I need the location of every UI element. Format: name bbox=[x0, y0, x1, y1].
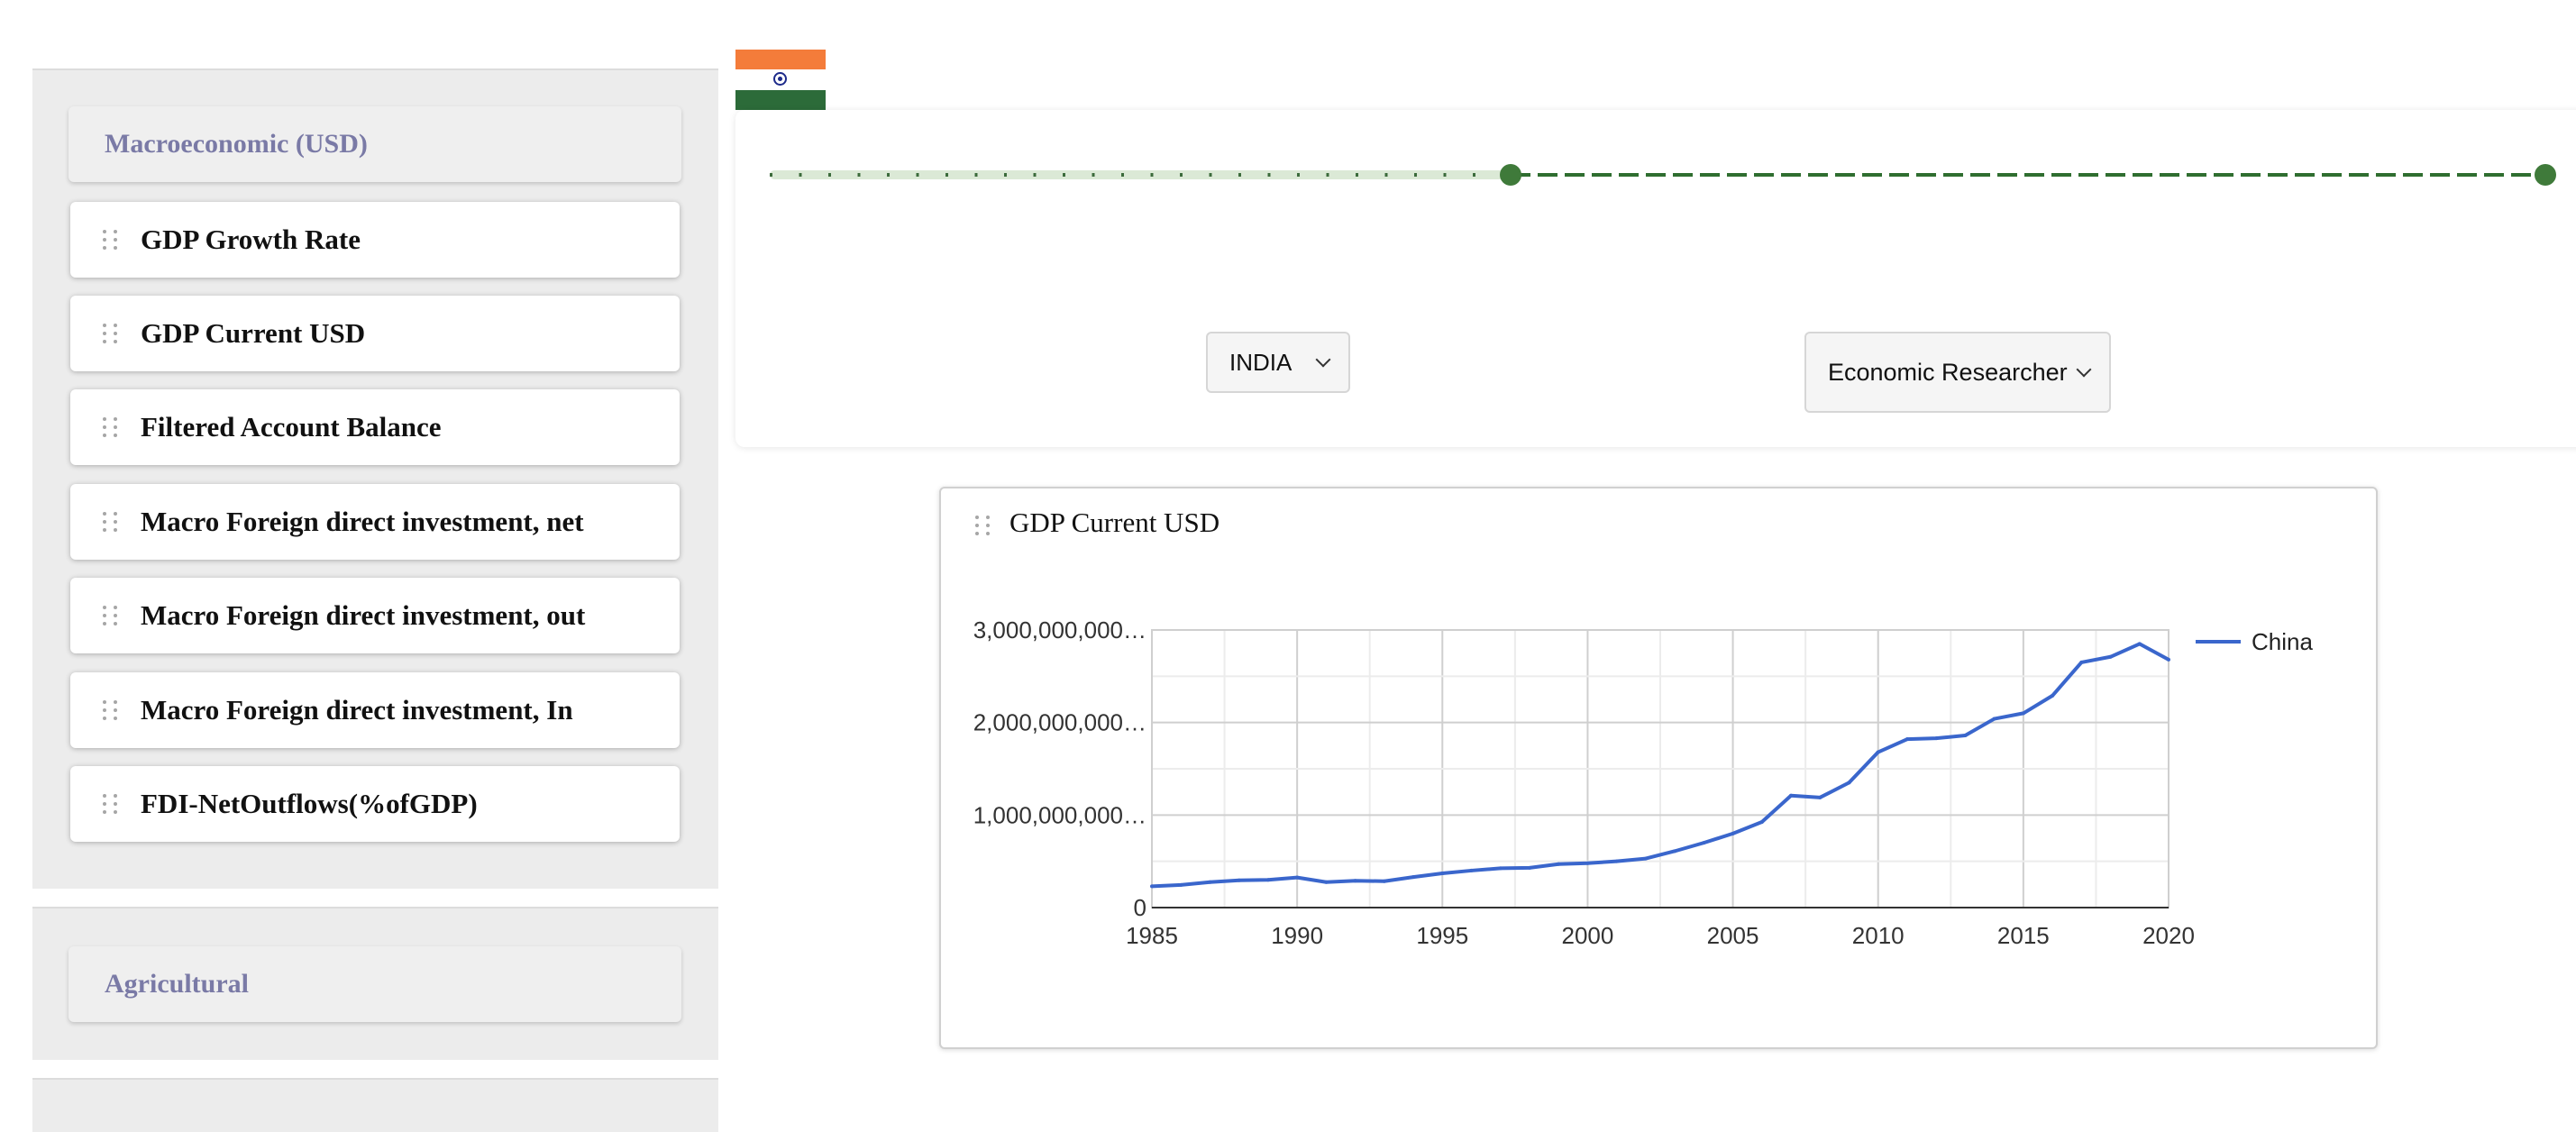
data-point bbox=[1731, 831, 1735, 835]
sidebar-section-next bbox=[32, 1078, 718, 1132]
data-point bbox=[1295, 875, 1300, 880]
data-point bbox=[1963, 734, 1968, 738]
drag-handle-icon[interactable] bbox=[103, 794, 117, 814]
gdp-line-chart: 0 1,000,000,000… 2,000,000,000… 3,000,000,0… bbox=[973, 616, 2314, 949]
data-point bbox=[1527, 865, 1531, 870]
data-point bbox=[2079, 660, 2084, 664]
data-point bbox=[1557, 862, 1561, 866]
data-point bbox=[1440, 872, 1445, 876]
data-point bbox=[1702, 841, 1706, 845]
data-point bbox=[1208, 880, 1212, 884]
metric-item-filtered-account-balance[interactable]: Filtered Account Balance bbox=[70, 389, 680, 465]
drag-handle-icon[interactable] bbox=[103, 230, 117, 250]
section-header-agricultural[interactable]: Agricultural bbox=[69, 946, 681, 1022]
drag-handle-icon[interactable] bbox=[103, 700, 117, 720]
data-point bbox=[1818, 795, 1822, 799]
x-tick-label: 2010 bbox=[1852, 922, 1905, 949]
chart-card-gdp-current-usd: GDP Current USD 0 1,000,000,000… 2,000,000… bbox=[939, 487, 2378, 1049]
drag-handle-icon[interactable] bbox=[103, 512, 117, 532]
data-point bbox=[2051, 693, 2055, 698]
metric-item-fdi-net[interactable]: Macro Foreign direct investment, net bbox=[70, 484, 680, 560]
x-tick-label: 2000 bbox=[1562, 922, 1614, 949]
data-point bbox=[1614, 859, 1619, 863]
metric-item-fdi-out[interactable]: Macro Foreign direct investment, out bbox=[70, 578, 680, 653]
metric-item-fdi-net-outflows-pct-gdp[interactable]: FDI-NetOutflows(%ofGDP) bbox=[70, 766, 680, 842]
section-header-macroeconomic[interactable]: Macroeconomic (USD) bbox=[69, 106, 681, 182]
drag-handle-icon[interactable] bbox=[975, 516, 990, 535]
data-point bbox=[1643, 856, 1648, 861]
data-point bbox=[1237, 878, 1241, 882]
data-point bbox=[2021, 711, 2025, 716]
data-point bbox=[2137, 642, 2142, 646]
y-tick-label: 3,000,000,000… bbox=[973, 616, 1146, 644]
metric-item-label: FDI-NetOutflows(%ofGDP) bbox=[141, 788, 478, 819]
data-point bbox=[2108, 654, 2113, 659]
year-slider-end-handle[interactable] bbox=[2535, 164, 2556, 186]
role-select[interactable]: Economic Researcher bbox=[1804, 332, 2111, 413]
metric-item-fdi-in[interactable]: Macro Foreign direct investment, In bbox=[70, 672, 680, 748]
x-tick-label: 2005 bbox=[1707, 922, 1759, 949]
drag-handle-icon[interactable] bbox=[103, 606, 117, 625]
x-tick-label: 1995 bbox=[1416, 922, 1468, 949]
data-point bbox=[1179, 882, 1183, 887]
country-select-value: INDIA bbox=[1229, 349, 1293, 376]
legend-label: China bbox=[2252, 628, 2313, 655]
year-slider-ticks bbox=[770, 173, 1509, 177]
x-tick-label: 2020 bbox=[2142, 922, 2195, 949]
metric-item-label: Macro Foreign direct investment, In bbox=[141, 694, 573, 726]
india-flag-icon bbox=[735, 50, 826, 110]
drag-handle-icon[interactable] bbox=[103, 417, 117, 437]
data-point bbox=[1411, 875, 1416, 880]
data-point bbox=[2167, 657, 2170, 662]
data-point bbox=[1673, 849, 1677, 854]
country-select[interactable]: INDIA bbox=[1206, 332, 1350, 393]
metric-item-label: GDP Growth Rate bbox=[141, 224, 361, 255]
data-point bbox=[1585, 861, 1590, 865]
metric-item-gdp-current-usd[interactable]: GDP Current USD bbox=[70, 296, 680, 371]
sidebar-section-macroeconomic: Macroeconomic (USD) GDP Growth Rate GDP … bbox=[32, 68, 718, 889]
data-point bbox=[1324, 880, 1329, 884]
metric-item-label: Macro Foreign direct investment, net bbox=[141, 506, 584, 537]
data-point bbox=[1498, 866, 1503, 871]
drag-handle-icon[interactable] bbox=[103, 324, 117, 343]
x-tick-label: 1990 bbox=[1271, 922, 1323, 949]
data-point bbox=[1905, 737, 1909, 742]
data-point bbox=[1353, 879, 1357, 883]
data-point bbox=[1150, 884, 1154, 889]
chart-title: GDP Current USD bbox=[1009, 507, 1220, 538]
metric-item-label: Filtered Account Balance bbox=[141, 411, 442, 443]
year-slider-start-handle[interactable] bbox=[1500, 164, 1521, 186]
data-point bbox=[1265, 878, 1270, 882]
x-tick-label: 2015 bbox=[1997, 922, 2050, 949]
data-point bbox=[1382, 879, 1386, 883]
data-point bbox=[1934, 736, 1939, 741]
data-point bbox=[1469, 868, 1474, 872]
chevron-down-icon bbox=[2076, 361, 2092, 378]
controls-panel: INDIA Economic Researcher bbox=[735, 110, 2576, 447]
metric-item-label: Macro Foreign direct investment, out bbox=[141, 599, 586, 631]
x-tick-label: 1985 bbox=[1126, 922, 1178, 949]
year-slider-selected-range[interactable] bbox=[1511, 173, 2545, 177]
y-tick-label: 0 bbox=[1134, 894, 1146, 921]
role-select-value: Economic Researcher bbox=[1828, 359, 2068, 386]
metric-item-gdp-growth-rate[interactable]: GDP Growth Rate bbox=[70, 202, 680, 278]
data-point bbox=[1789, 793, 1794, 798]
data-point bbox=[1847, 781, 1851, 785]
ashoka-chakra-icon bbox=[773, 72, 787, 87]
chevron-down-icon bbox=[1315, 351, 1331, 368]
series-line-china bbox=[1151, 642, 2170, 889]
data-point bbox=[1992, 717, 1996, 721]
data-point bbox=[1876, 750, 1880, 754]
sidebar-section-agricultural: Agricultural bbox=[32, 907, 718, 1060]
y-tick-label: 1,000,000,000… bbox=[973, 801, 1146, 828]
y-tick-label: 2,000,000,000… bbox=[973, 709, 1146, 736]
metric-item-label: GDP Current USD bbox=[141, 317, 366, 349]
data-point bbox=[1759, 820, 1764, 825]
